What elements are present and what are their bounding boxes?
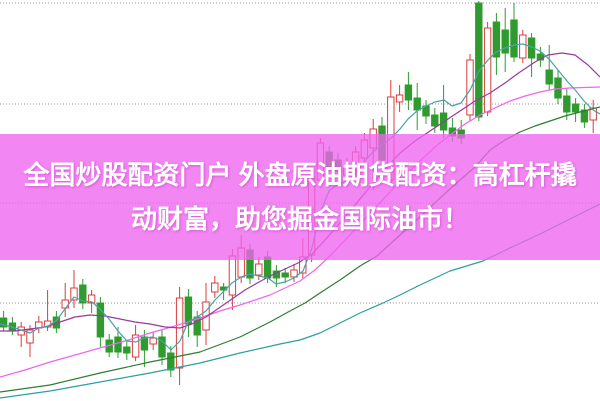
promo-text-line1: 全国炒股配资门户 外盘原油期货配资：高杠杆撬 — [23, 160, 577, 190]
candle — [571, 98, 580, 122]
candle — [202, 283, 210, 345]
candle — [580, 104, 589, 128]
candle — [439, 85, 448, 138]
candle — [0, 311, 8, 331]
candle — [35, 316, 43, 333]
candle — [131, 325, 140, 361]
candle — [527, 33, 536, 77]
candle — [149, 332, 157, 350]
ma-line-fast-teal — [0, 43, 600, 351]
candle — [123, 340, 131, 360]
ma-line-mid-purple — [0, 52, 600, 332]
candle — [519, 30, 527, 63]
candle — [466, 54, 474, 121]
promo-text-line2: 动财富，助您掘金国际油市！ — [130, 204, 469, 234]
candle — [554, 70, 562, 104]
candle — [140, 330, 149, 367]
candle — [184, 289, 193, 337]
candle — [281, 268, 289, 283]
candle — [501, 8, 509, 72]
candle — [96, 297, 105, 347]
candle — [431, 108, 439, 133]
candle — [26, 325, 34, 357]
candle — [290, 264, 298, 282]
candle — [404, 72, 413, 110]
candle — [475, 1, 483, 121]
candle — [167, 346, 175, 377]
candle — [79, 279, 87, 309]
candle — [483, 22, 492, 116]
candle — [563, 88, 571, 120]
candle — [413, 83, 421, 130]
candle — [510, 3, 518, 62]
promo-banner[interactable]: 全国炒股配资门户 外盘原油期货配资：高杠杆撬 动财富，助您掘金国际油市！ — [0, 134, 600, 260]
candle — [589, 100, 597, 133]
candle — [395, 85, 404, 112]
candle — [211, 276, 219, 298]
candle — [545, 45, 553, 90]
candle — [17, 322, 25, 347]
candle — [70, 270, 78, 308]
candle — [492, 13, 501, 75]
